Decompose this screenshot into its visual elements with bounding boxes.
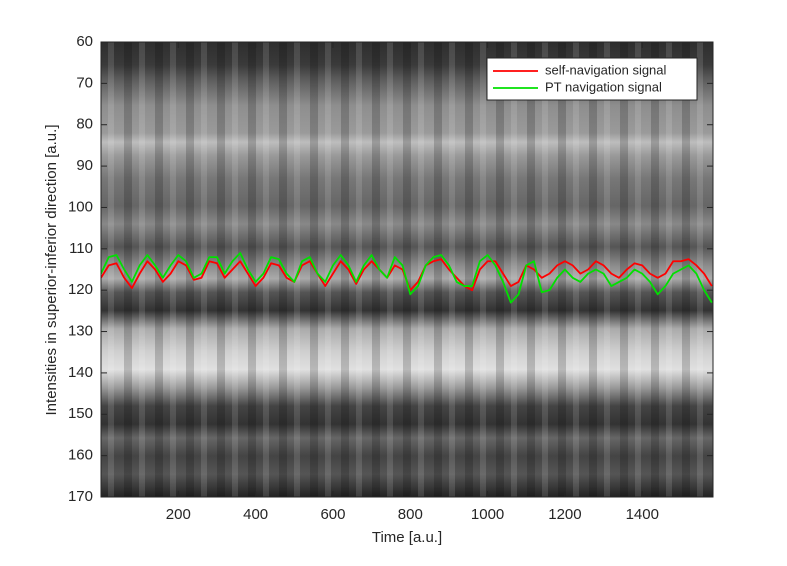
x-tick-label: 1400 (626, 506, 659, 523)
y-tick-label: 160 (68, 447, 93, 464)
x-tick-label: 1200 (548, 506, 581, 523)
y-tick-label: 90 (76, 157, 93, 174)
y-tick-label: 70 (76, 74, 93, 91)
y-tick-label: 110 (69, 240, 93, 257)
legend-box (486, 57, 698, 101)
y-tick-label: 150 (68, 405, 93, 422)
y-tick-label: 120 (68, 281, 93, 298)
series-line (101, 252, 713, 304)
y-axis-label: Intensities in superior-inferior directi… (43, 125, 60, 416)
y-tick-label: 100 (68, 198, 93, 215)
y-tick-label: 60 (76, 33, 93, 50)
legend: self-navigation signal PT navigation sign… (486, 57, 698, 101)
y-tick-label: 170 (68, 488, 93, 505)
y-tick-label: 80 (76, 116, 93, 133)
x-tick-label: 800 (398, 506, 423, 523)
x-tick-label: 1000 (471, 506, 504, 523)
axes-box (100, 41, 714, 498)
image-texture (101, 42, 713, 497)
y-tick-label: 140 (68, 364, 93, 381)
x-tick-label: 200 (166, 506, 191, 523)
legend-label: PT navigation signal (545, 79, 662, 94)
x-axis-label: Time [a.u.] (372, 529, 442, 546)
legend-label: self-navigation signal (545, 62, 667, 77)
x-tick-label: 400 (243, 506, 268, 523)
x-tick-label: 600 (320, 506, 345, 523)
y-tick-label: 130 (68, 323, 93, 340)
